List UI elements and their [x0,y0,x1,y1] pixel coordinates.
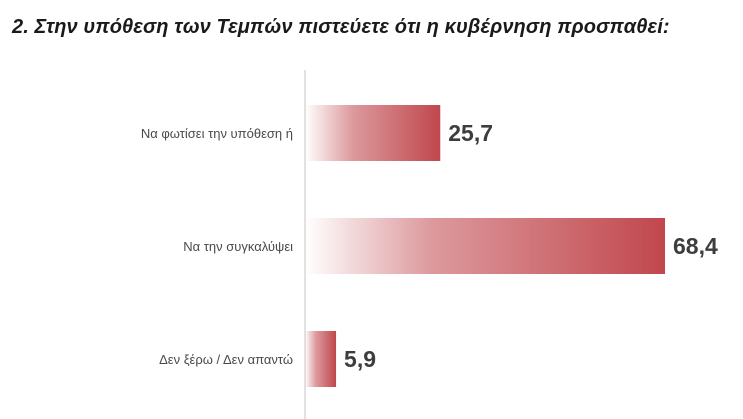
bar-3 [305,331,337,387]
value-label-1: 25,7 [448,120,493,146]
value-label-2: 68,4 [673,233,718,259]
chart-title: 2. Στην υπόθεση των Τεμπών πιστεύετε ότι… [12,16,670,38]
category-label-1: Να φωτίσει την υπόθεση ή [141,126,293,141]
bar-2 [305,218,665,274]
bar-1 [305,105,441,161]
category-label-3: Δεν ξέρω / Δεν απαντώ [159,352,293,367]
value-label-3: 5,9 [344,346,376,372]
category-label-2: Να την συγκαλύψει [183,239,293,254]
